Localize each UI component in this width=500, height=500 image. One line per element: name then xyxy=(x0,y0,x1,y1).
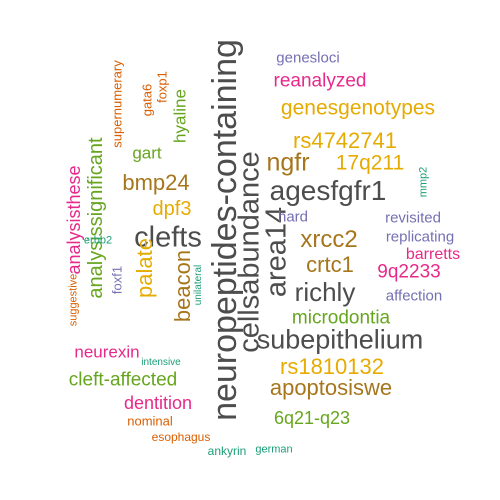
word-17q211: 17q211 xyxy=(335,151,405,175)
word-hyaline: hyaline xyxy=(170,89,190,143)
word-erbb2: erbb2 xyxy=(83,234,113,247)
word-rs1810132: rs1810132 xyxy=(280,354,384,379)
word-microdontia: microdontia xyxy=(291,307,391,329)
word-analysisthese: analysisthese xyxy=(64,165,84,275)
word-dpf3: dpf3 xyxy=(152,198,192,220)
word-gart: gart xyxy=(132,143,162,163)
word-genesgenotypes: genesgenotypes xyxy=(280,96,436,120)
word-analysissignificant: analysissignificant xyxy=(85,137,107,299)
word-supernumerary: supernumerary xyxy=(109,60,125,148)
word-dentition: dentition xyxy=(123,393,193,413)
word-ngfr: ngfr xyxy=(266,148,310,177)
word-bmp24: bmp24 xyxy=(122,170,190,195)
word-reanalyzed: reanalyzed xyxy=(273,70,367,92)
word-foxp1: foxp1 xyxy=(154,71,170,103)
word-gata6: gata6 xyxy=(139,83,155,117)
word-9q2233: 9q2233 xyxy=(377,261,441,283)
word-apoptosiswe: apoptosiswe xyxy=(269,375,393,400)
word-xrcc2: xrcc2 xyxy=(300,226,358,253)
word-subepithelium: subepithelium xyxy=(256,324,424,355)
word-nominal: nominal xyxy=(127,413,173,429)
word-richly: richly xyxy=(294,277,356,307)
word-mmp2: mmp2 xyxy=(417,166,430,198)
word-suggestive: suggestive xyxy=(67,273,80,327)
word-agesfgfr1: agesfgfr1 xyxy=(269,175,387,206)
word-affection: affection xyxy=(385,287,443,305)
word-replicating: replicating xyxy=(385,228,455,246)
word-barretts: barretts xyxy=(405,246,461,263)
word-revisited: revisited xyxy=(385,209,441,227)
word-ankyrin: ankyrin xyxy=(207,444,247,458)
word-6q21-q23: 6q21-q23 xyxy=(273,408,351,428)
word-genesloci: genesloci xyxy=(276,49,340,67)
word-foxf1: foxf1 xyxy=(109,265,125,295)
word-rs4742741: rs4742741 xyxy=(293,128,397,153)
word-german: german xyxy=(255,443,293,456)
word-palate: palate xyxy=(132,238,157,298)
word-neurexin: neurexin xyxy=(74,342,140,362)
word-cleft-affected: cleft-affected xyxy=(68,369,178,391)
word-unilateral: unilateral xyxy=(193,264,204,306)
word-clefts: clefts xyxy=(134,221,202,254)
word-esophagus: esophagus xyxy=(151,430,211,444)
word-intensive: intensive xyxy=(141,357,181,368)
word-beacon: beacon xyxy=(170,249,195,323)
word-hard: hard xyxy=(277,208,309,226)
word-crtc1: crtc1 xyxy=(306,252,354,277)
